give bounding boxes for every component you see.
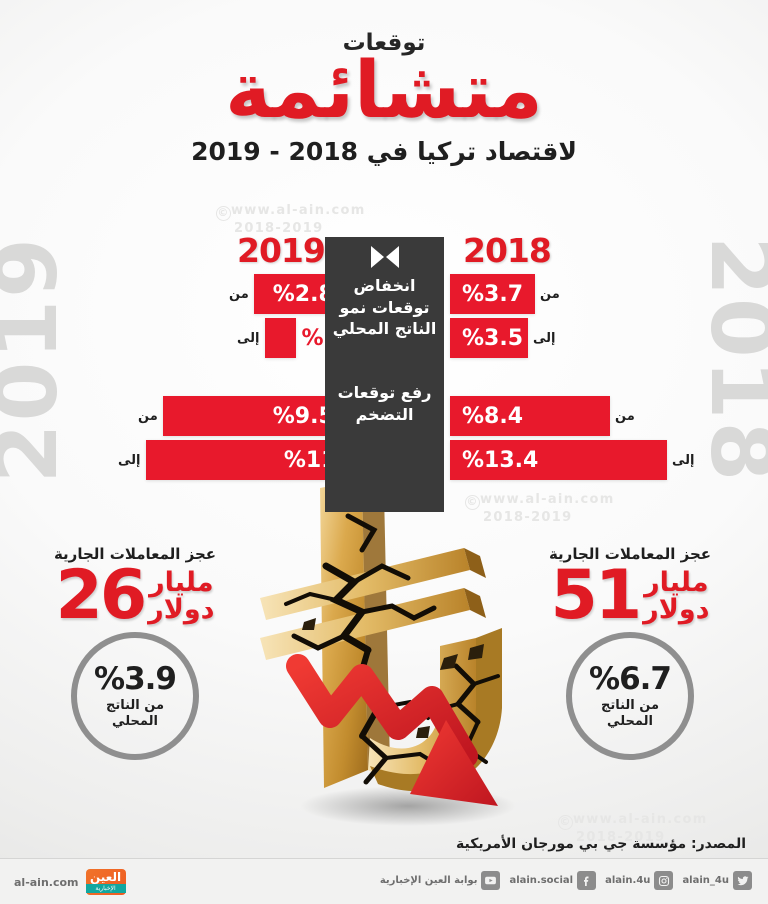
stat-unit: مليار دولار <box>643 569 709 623</box>
watermark-years: 2018-2019 <box>576 830 666 845</box>
panel-gdp: انخفاض توقعات نمو الناتج المحلي <box>325 237 444 364</box>
watermark-url: www.al-ain.com <box>231 203 366 218</box>
brand-name: العين <box>89 870 122 884</box>
connector-from: من <box>138 408 158 424</box>
social-facebook[interactable]: alain.social <box>509 871 597 890</box>
left-right-arrow-icon <box>325 243 444 271</box>
connector-from: من <box>540 286 560 302</box>
social-handle: alain.social <box>509 875 574 886</box>
watermark-bottom: ©www.al-ain.com 2018-2019 <box>555 812 708 846</box>
watermark-url: www.al-ain.com <box>480 492 615 507</box>
background-year-2018: 2018 <box>691 236 768 484</box>
connector-from: من <box>229 286 249 302</box>
social-handle: بوابة العين الإخبارية <box>379 875 478 886</box>
stat-percent-sub-line1: من الناتج <box>600 698 660 714</box>
copyright-icon: © <box>216 206 231 221</box>
stat-number: 26 <box>55 556 148 635</box>
lira-svg <box>260 480 516 826</box>
social-handle: alain_4u <box>682 875 729 886</box>
page-title: متشائمة <box>225 46 545 136</box>
stat-title: عجز المعاملات الجارية <box>53 545 217 563</box>
watermark-top: ©www.al-ain.com 2018-2019 <box>213 203 366 237</box>
connector-to: إلى <box>237 330 260 346</box>
connector-to: إلى <box>118 452 141 468</box>
stat-percent: %3.9 <box>94 661 177 698</box>
stat-unit-line2: دولار <box>643 594 710 626</box>
youtube-icon <box>481 871 501 890</box>
social-instagram[interactable]: alain.4u <box>605 871 674 890</box>
stat-unit-line1: مليار <box>149 567 214 599</box>
social-youtube[interactable]: بوابة العين الإخبارية <box>380 871 501 890</box>
background-year-2019: 2019 <box>0 236 77 484</box>
footer-divider <box>0 858 768 859</box>
watermark-middle: ©www.al-ain.com 2018-2019 <box>462 492 615 526</box>
cracked-lira-illustration <box>258 470 528 830</box>
header-kicker: توقعات <box>342 30 426 56</box>
footer: alain_4u alain.4u alain.social بوابة الع… <box>0 859 768 904</box>
bar-row-gdp-2018-to: إلى %3.5 <box>450 318 561 358</box>
bar-inflation-2019-from: %9.5 <box>162 396 346 436</box>
bar-inflation-2018-from: %8.4 <box>450 396 610 436</box>
panel-gdp-label: انخفاض توقعات نمو الناتج المحلي <box>332 276 437 339</box>
panel-inflation: رفع توقعات التضخم <box>325 364 444 512</box>
twitter-icon <box>733 871 752 890</box>
connector-from: من <box>615 408 635 424</box>
bar-inflation-2018-to: %13.4 <box>450 440 667 480</box>
column-header-2018: 2018 <box>463 231 552 270</box>
source-line: المصدر: مؤسسة جي بي مورجان الأمريكية <box>456 836 746 852</box>
header-subtitle: لاقتصاد تركيا في 2018 - 2019 <box>191 136 577 166</box>
stat-amount: مليار دولار 51 <box>505 556 755 635</box>
instagram-icon <box>654 871 674 890</box>
social-twitter[interactable]: alain_4u <box>682 871 752 890</box>
watermark-years: 2018-2019 <box>483 510 573 525</box>
stat-title: عجز المعاملات الجارية <box>548 545 712 563</box>
bar-row-gdp-2018-from: من %3.7 <box>450 274 565 314</box>
connector-to: إلى <box>533 330 556 346</box>
stat-block-2018: عجز المعاملات الجارية مليار دولار 51 %6.… <box>505 545 755 760</box>
stat-percent-sub: من الناتج المحلي <box>106 698 164 729</box>
stat-percent-sub-line2: المحلي <box>607 714 653 730</box>
stat-number: 51 <box>550 556 643 635</box>
stat-unit-line2: دولار <box>148 594 215 626</box>
bar-row-inflation-2018-to: إلى %13.4 <box>450 440 700 480</box>
panel-inflation-label: رفع توقعات التضخم <box>337 383 432 424</box>
stat-percent-sub-line1: من الناتج <box>105 698 165 714</box>
watermark-url: www.al-ain.com <box>573 812 708 827</box>
social-links: alain_4u alain.4u alain.social بوابة الع… <box>380 871 752 890</box>
stat-donut: %6.7 من الناتج المحلي <box>566 631 694 760</box>
stat-block-2019: عجز المعاملات الجارية مليار دولار 26 %3.… <box>10 545 260 760</box>
brand-url: al-ain.com <box>14 875 79 889</box>
bar-gdp-2018-to: %3.5 <box>450 318 528 358</box>
column-header-2019: 2019 <box>237 231 326 270</box>
connector-to: إلى <box>672 452 695 468</box>
stat-percent-sub: من الناتج المحلي <box>601 698 659 729</box>
al-ain-logo-icon: العين الإخبارية <box>85 869 126 895</box>
stat-amount: مليار دولار 26 <box>10 556 260 635</box>
bar-row-inflation-2018-from: من %8.4 <box>450 396 640 436</box>
stat-donut: %3.9 من الناتج المحلي <box>71 631 199 760</box>
bar-gdp-2019-to <box>264 318 296 358</box>
bar-row-inflation-2019-from: %9.5 من <box>133 396 346 436</box>
bar-gdp-2018-from: %3.7 <box>450 274 535 314</box>
header-block: توقعات متشائمة لاقتصاد تركيا في 2018 - 2… <box>0 30 768 166</box>
copyright-icon: © <box>558 815 573 830</box>
stat-percent: %6.7 <box>589 661 672 698</box>
stat-unit: مليار دولار <box>148 569 214 623</box>
facebook-icon <box>577 871 597 890</box>
stat-percent-sub-line2: المحلي <box>112 714 158 730</box>
brand-tagline: الإخبارية <box>85 884 126 893</box>
social-handle: alain.4u <box>605 875 651 886</box>
watermark-years: 2018-2019 <box>234 221 324 236</box>
stat-unit-line1: مليار <box>644 567 709 599</box>
brand-block[interactable]: al-ain.com العين الإخبارية <box>14 869 126 895</box>
